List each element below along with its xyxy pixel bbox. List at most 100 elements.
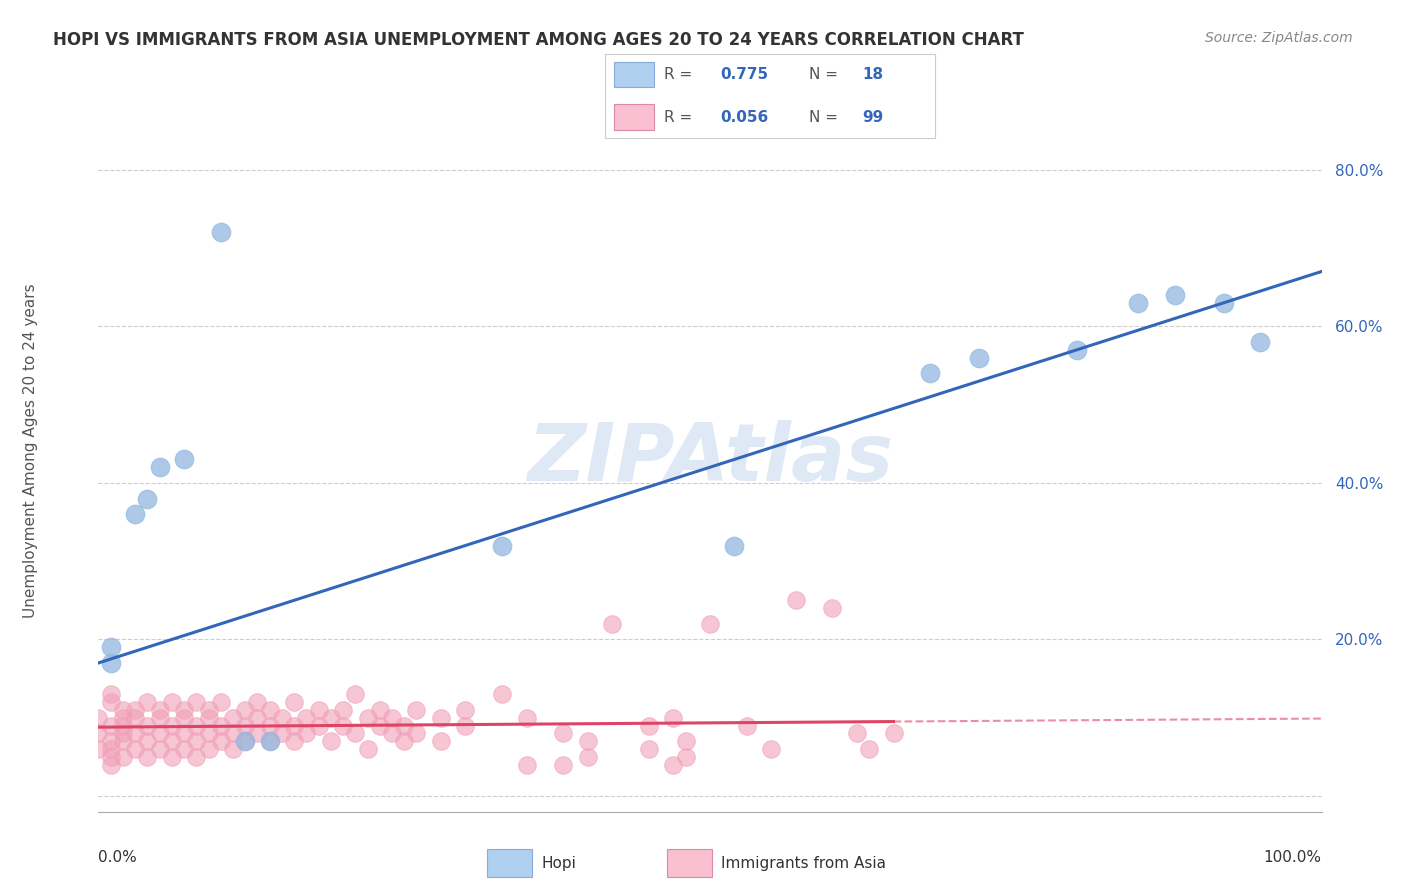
Point (233, 734, 256, 748)
Point (785, 593, 807, 607)
Text: 100.0%: 100.0% (1264, 850, 1322, 865)
Point (246, 726, 269, 740)
Point (699, 616, 721, 631)
Point (246, 711, 269, 725)
Point (883, 726, 905, 740)
Point (209, 718, 232, 732)
Point (111, 703, 134, 717)
Point (149, 460, 172, 475)
Point (576, 734, 599, 748)
Point (295, 726, 318, 740)
Point (368, 703, 391, 717)
Point (319, 734, 342, 748)
Point (308, 718, 330, 732)
Point (662, 757, 685, 772)
Point (430, 734, 453, 748)
Point (259, 703, 281, 717)
Point (87, 742, 110, 756)
Point (1164, 288, 1187, 302)
Text: Source: ZipAtlas.com: Source: ZipAtlas.com (1205, 31, 1353, 45)
Point (1128, 295, 1150, 310)
Bar (614, 104, 654, 130)
Point (100, 695, 122, 709)
Point (491, 539, 513, 553)
Text: R =: R = (664, 110, 697, 125)
Point (821, 601, 844, 615)
Point (149, 703, 172, 717)
Point (553, 757, 575, 772)
Point (283, 718, 305, 732)
Point (491, 687, 513, 701)
Point (233, 703, 256, 717)
Point (454, 703, 477, 717)
Point (1066, 343, 1088, 357)
Point (637, 718, 661, 732)
Point (124, 507, 146, 521)
Text: 0.775: 0.775 (720, 67, 768, 82)
Bar (666, 849, 711, 877)
Point (308, 703, 330, 717)
Point (160, 695, 183, 709)
Point (124, 726, 146, 740)
Point (356, 742, 378, 756)
Point (675, 750, 697, 764)
Text: Unemployment Among Ages 20 to 24 years: Unemployment Among Ages 20 to 24 years (24, 283, 38, 618)
Text: ZIPAtlas: ZIPAtlas (527, 420, 893, 499)
Point (637, 742, 661, 756)
Point (1249, 334, 1271, 349)
Point (111, 726, 134, 740)
Point (100, 718, 122, 732)
Point (222, 726, 245, 740)
Point (197, 726, 219, 740)
Point (149, 742, 172, 756)
Point (735, 718, 758, 732)
Point (173, 452, 195, 467)
Point (124, 711, 146, 725)
Point (344, 687, 367, 701)
Text: Immigrants from Asia: Immigrants from Asia (721, 855, 886, 871)
Point (283, 695, 305, 709)
Point (186, 718, 208, 732)
Point (149, 711, 172, 725)
Point (173, 742, 195, 756)
Point (600, 616, 623, 631)
Point (368, 718, 391, 732)
Point (405, 703, 427, 717)
Text: 0.0%: 0.0% (98, 850, 138, 865)
Point (222, 742, 245, 756)
Point (186, 695, 208, 709)
Point (136, 750, 159, 764)
Point (111, 750, 134, 764)
Text: N =: N = (810, 67, 844, 82)
Point (136, 491, 159, 506)
Point (920, 366, 942, 380)
Point (675, 734, 697, 748)
Point (160, 750, 183, 764)
Point (136, 734, 159, 748)
Point (246, 695, 269, 709)
Point (576, 750, 599, 764)
Point (858, 742, 880, 756)
Point (100, 734, 122, 748)
Bar (614, 62, 654, 87)
Point (344, 726, 367, 740)
Point (454, 718, 477, 732)
Point (1212, 295, 1234, 310)
Point (723, 539, 745, 553)
Point (124, 742, 146, 756)
Point (136, 718, 159, 732)
Point (100, 750, 122, 764)
Point (283, 734, 305, 748)
Text: N =: N = (810, 110, 844, 125)
Text: Hopi: Hopi (541, 855, 576, 871)
Point (100, 640, 122, 655)
Point (259, 734, 281, 748)
Point (186, 734, 208, 748)
Point (270, 726, 294, 740)
Point (100, 742, 122, 756)
Point (160, 734, 183, 748)
Point (87, 711, 110, 725)
Point (173, 726, 195, 740)
Point (967, 351, 990, 365)
Point (405, 726, 427, 740)
